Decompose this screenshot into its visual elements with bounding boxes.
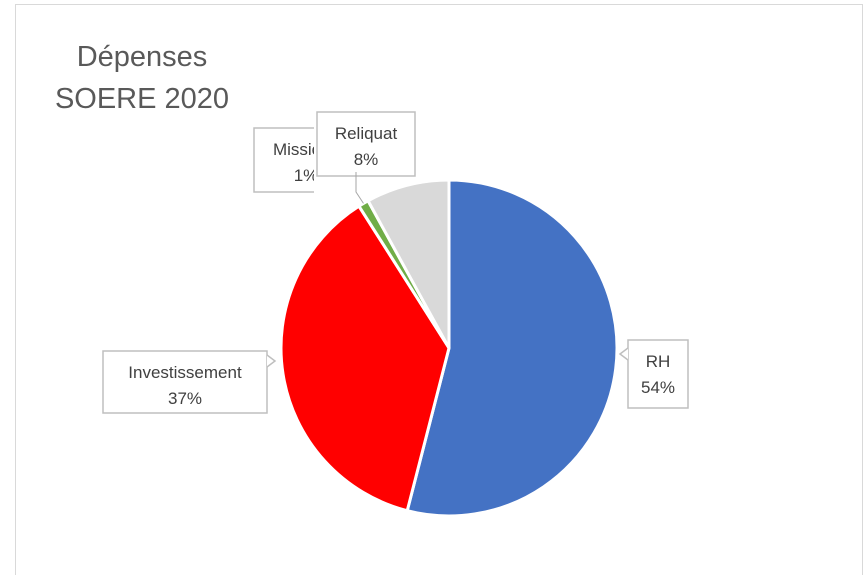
label-percent: 37% — [168, 389, 202, 408]
label-box — [316, 111, 416, 177]
data-label-rh: RH 54% — [618, 339, 689, 409]
label-box — [253, 127, 314, 193]
pie-slice-rh — [405, 178, 619, 518]
label-percent: 1% — [294, 166, 319, 185]
chart-title-line-2: SOERE 2020 — [54, 83, 230, 115]
label-category: Missions — [273, 140, 339, 159]
chart-title-line-1: Dépenses — [76, 41, 208, 73]
label-category: RH — [646, 352, 671, 371]
label-percent: 54% — [641, 378, 675, 397]
data-labels: RH54%Investissement37%Missions1%Reliquat… — [102, 111, 689, 414]
label-pointer — [618, 347, 629, 361]
label-box — [627, 339, 689, 409]
label-percent: 8% — [354, 150, 379, 169]
pie-slice-reliquat — [366, 178, 451, 349]
data-label-investissement: Investissement 37% — [102, 350, 277, 414]
label-category: Reliquat — [335, 124, 398, 143]
leader-line — [355, 172, 364, 204]
pie-slices — [279, 178, 619, 518]
label-category: Investissement — [128, 363, 242, 382]
data-label-missions: Missions 1% — [253, 127, 339, 193]
label-box — [102, 350, 268, 414]
data-label-reliquat: Reliquat 8% — [316, 111, 416, 177]
label-pointer — [266, 354, 277, 368]
chart-title: Dépenses SOERE 2020 — [32, 36, 252, 120]
